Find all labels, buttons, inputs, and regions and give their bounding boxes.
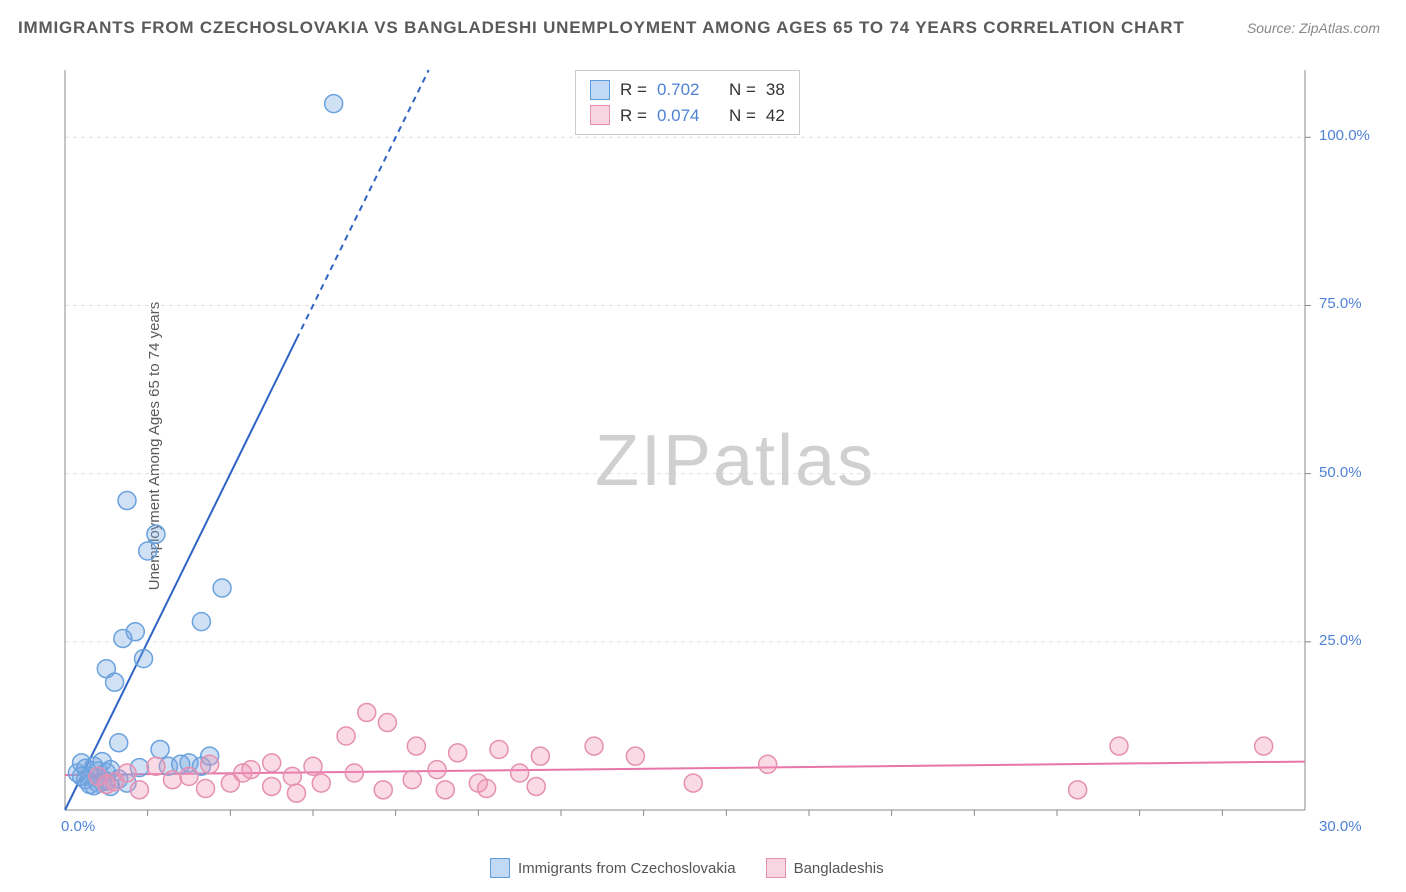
tick-label: 30.0%	[1319, 818, 1362, 835]
corr-row-blue: R = 0.702 N = 38	[590, 77, 785, 103]
correlation-legend: R = 0.702 N = 38 R = 0.074 N = 42	[575, 70, 800, 135]
swatch-pink-icon	[590, 105, 610, 125]
chart-title: IMMIGRANTS FROM CZECHOSLOVAKIA VS BANGLA…	[18, 18, 1185, 38]
swatch-blue-icon	[490, 858, 510, 878]
source-attribution: Source: ZipAtlas.com	[1247, 20, 1380, 36]
swatch-pink-icon	[766, 858, 786, 878]
source-prefix: Source:	[1247, 20, 1299, 36]
legend-item-blue: Immigrants from Czechoslovakia	[490, 858, 736, 878]
tick-label: 75.0%	[1319, 295, 1362, 312]
tick-label: 25.0%	[1319, 632, 1362, 649]
n-label: N =	[729, 103, 756, 129]
n-label: N =	[729, 77, 756, 103]
watermark: ZIPatlas	[595, 420, 875, 502]
swatch-blue-icon	[590, 80, 610, 100]
legend-bottom: Immigrants from Czechoslovakia Banglades…	[490, 858, 884, 878]
n-value-pink: 42	[766, 103, 785, 129]
r-label: R =	[620, 103, 647, 129]
plot-area: ZIPatlas R = 0.702 N = 38 R = 0.074 N = …	[55, 60, 1385, 840]
tick-label: 0.0%	[61, 818, 95, 835]
legend-label: Immigrants from Czechoslovakia	[518, 860, 736, 877]
r-label: R =	[620, 77, 647, 103]
r-value-pink: 0.074	[657, 103, 700, 129]
r-value-blue: 0.702	[657, 77, 700, 103]
source-name: ZipAtlas.com	[1299, 20, 1380, 36]
legend-item-pink: Bangladeshis	[766, 858, 884, 878]
tick-label: 50.0%	[1319, 464, 1362, 481]
legend-label: Bangladeshis	[794, 860, 884, 877]
tick-label: 100.0%	[1319, 127, 1370, 144]
n-value-blue: 38	[766, 77, 785, 103]
corr-row-pink: R = 0.074 N = 42	[590, 103, 785, 129]
